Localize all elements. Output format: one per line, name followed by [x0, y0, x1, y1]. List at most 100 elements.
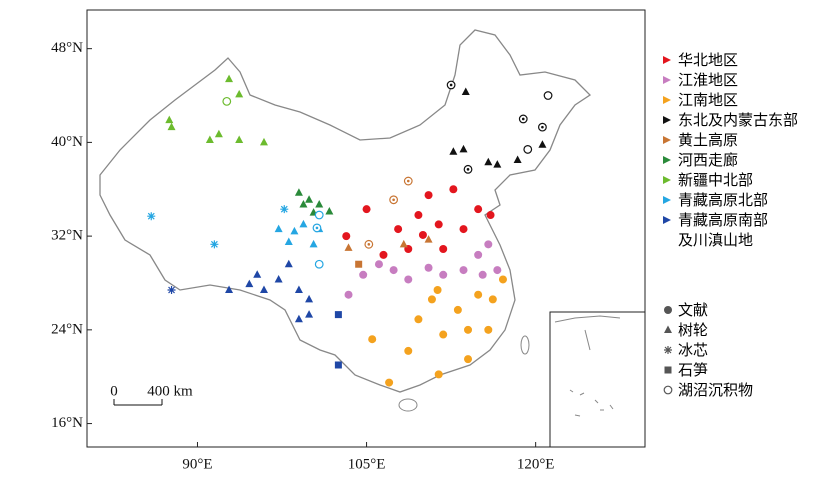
- point: [342, 232, 351, 241]
- point: [299, 219, 308, 228]
- legend-marker: [663, 136, 671, 144]
- point: [418, 230, 427, 239]
- ring-dot: [466, 168, 470, 171]
- point: [449, 185, 458, 194]
- point: [379, 250, 388, 259]
- inset-frame: [549, 311, 646, 448]
- legend-swatch: [663, 136, 671, 144]
- point: [235, 135, 244, 144]
- y-tick-label: 16°N: [51, 415, 83, 431]
- legend-item: 江南地区: [662, 90, 798, 110]
- point: [414, 315, 423, 324]
- point: [389, 266, 398, 275]
- point: [294, 314, 303, 323]
- legend-item: 东北及内蒙古东部: [662, 110, 798, 130]
- legend-item: 新疆中北部: [662, 170, 798, 190]
- point: [259, 285, 268, 294]
- point: [364, 239, 374, 249]
- legend-swatch: [663, 176, 671, 184]
- point: [474, 205, 483, 214]
- point: [404, 275, 413, 284]
- legend-swatch: [663, 156, 671, 164]
- marker-legend-item: 文献: [662, 300, 753, 320]
- point: [305, 310, 314, 318]
- y-tick-label: 48°N: [51, 40, 83, 56]
- marker-legend-swatch: [663, 385, 673, 395]
- point: [214, 129, 223, 138]
- point: [305, 195, 314, 203]
- marker-legend-swatch: [664, 346, 672, 354]
- x-tick-label: 90°E: [182, 456, 212, 472]
- point: [461, 87, 470, 96]
- point: [484, 157, 493, 166]
- point: [359, 270, 368, 279]
- point: [344, 243, 353, 251]
- ring-dot: [406, 179, 410, 183]
- marker-legend-item: 湖沼沉积物: [662, 380, 753, 400]
- point: [280, 205, 289, 214]
- point: [165, 115, 174, 124]
- point: [439, 270, 448, 279]
- legend-label: 黄土高原: [678, 131, 739, 149]
- ring: [523, 145, 533, 154]
- point: [314, 210, 324, 220]
- point: [344, 290, 353, 299]
- legend-swatch: [663, 76, 671, 84]
- point: [245, 279, 254, 288]
- point: [315, 199, 324, 208]
- marker-legend-swatch: [664, 306, 672, 314]
- point: [290, 226, 299, 235]
- point: [493, 160, 502, 168]
- point: [543, 91, 553, 100]
- point: [474, 290, 483, 299]
- point: [433, 286, 442, 295]
- ring: [314, 259, 324, 269]
- china-outline: [99, 29, 592, 393]
- ring: [314, 210, 324, 220]
- ring: [543, 91, 553, 100]
- point: [167, 122, 176, 131]
- marker-legend-label: 湖沼沉积物: [678, 381, 754, 399]
- point: [486, 211, 495, 220]
- point: [385, 378, 394, 387]
- point: [253, 270, 262, 278]
- legend: 华北地区 江淮地区 江南地区 东北及内蒙古东部 黄土高原 河西走廊 新疆中北部 青藏高原北部青…: [662, 50, 798, 250]
- point: [493, 266, 502, 275]
- point: [498, 275, 507, 284]
- point: [464, 325, 473, 334]
- point: [362, 205, 371, 214]
- point: [167, 286, 176, 295]
- point: [538, 140, 547, 148]
- point: [294, 188, 303, 196]
- point: [464, 355, 473, 364]
- x-tick-label: 105°E: [348, 456, 386, 472]
- legend-item: 河西走廊: [662, 150, 798, 170]
- ring-dot: [315, 226, 319, 230]
- point: [538, 122, 547, 132]
- point: [309, 239, 318, 248]
- point: [210, 240, 219, 249]
- point: [463, 164, 473, 174]
- point: [474, 250, 483, 259]
- point: [439, 330, 448, 339]
- point: [664, 325, 672, 333]
- point: [523, 145, 533, 154]
- point: [446, 80, 456, 90]
- point: [664, 366, 672, 374]
- point: [222, 96, 232, 106]
- legend-label: 东北及内蒙古东部: [678, 111, 799, 129]
- ring: [222, 96, 232, 106]
- point: [414, 211, 423, 220]
- legend-marker: [663, 156, 671, 164]
- point: [305, 294, 314, 303]
- point: [312, 223, 322, 233]
- point: [453, 305, 462, 314]
- point: [434, 220, 443, 229]
- ring-dot: [392, 198, 395, 202]
- legend-marker: [663, 56, 671, 64]
- legend-label: 青藏高原南部 及川滇山地: [678, 211, 769, 249]
- point: [284, 259, 293, 268]
- legend-swatch: [663, 56, 671, 64]
- point: [334, 311, 342, 319]
- legend-label: 河西走廊: [678, 151, 739, 169]
